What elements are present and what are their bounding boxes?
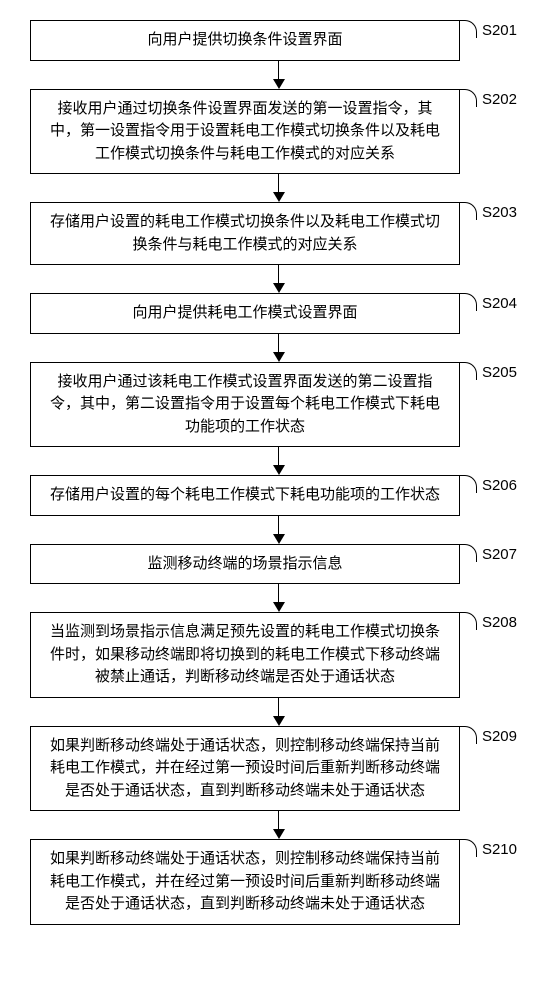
flowchart-step-box: 接收用户通过该耗电工作模式设置界面发送的第二设置指令，其中，第二设置指令用于设置… xyxy=(30,362,460,448)
flowchart-arrow xyxy=(64,447,494,475)
flowchart-step-box: 向用户提供耗电工作模式设置界面 xyxy=(30,293,460,334)
flowchart-arrow xyxy=(64,584,494,612)
arrow-head-icon xyxy=(273,283,285,293)
flowchart-step-row: 存储用户设置的耗电工作模式切换条件以及耗电工作模式切换条件与耗电工作模式的对应关… xyxy=(30,202,527,265)
flowchart-step-label: S209 xyxy=(482,728,517,745)
flowchart-step-row: 存储用户设置的每个耗电工作模式下耗电功能项的工作状态 S206 xyxy=(30,475,527,516)
flowchart-step-row: 监测移动终端的场景指示信息 S207 xyxy=(30,544,527,585)
flowchart-step-box: 存储用户设置的每个耗电工作模式下耗电功能项的工作状态 xyxy=(30,475,460,516)
arrow-head-icon xyxy=(273,829,285,839)
flowchart-arrow xyxy=(64,61,494,89)
arrow-line xyxy=(278,584,280,602)
arrow-line xyxy=(278,811,280,829)
flowchart-arrow xyxy=(64,811,494,839)
arrow-line xyxy=(278,516,280,534)
flowchart-step-label: S207 xyxy=(482,546,517,563)
arrow-line xyxy=(278,61,280,79)
label-connector xyxy=(442,544,477,562)
label-connector xyxy=(442,839,477,857)
flowchart-step-box: 接收用户通过切换条件设置界面发送的第一设置指令，其中，第一设置指令用于设置耗电工… xyxy=(30,89,460,175)
flowchart-step-row: 当监测到场景指示信息满足预先设置的耗电工作模式切换条件时，如果移动终端即将切换到… xyxy=(30,612,527,698)
flowchart-step-box: 监测移动终端的场景指示信息 xyxy=(30,544,460,585)
flowchart-step-label: S203 xyxy=(482,204,517,221)
flowchart-step-label: S205 xyxy=(482,364,517,381)
label-connector xyxy=(442,475,477,493)
arrow-line xyxy=(278,334,280,352)
arrow-line xyxy=(278,265,280,283)
arrow-head-icon xyxy=(273,602,285,612)
flowchart-step-label: S208 xyxy=(482,614,517,631)
flowchart-step-box: 如果判断移动终端处于通话状态，则控制移动终端保持当前耗电工作模式，并在经过第一预… xyxy=(30,839,460,925)
label-connector xyxy=(442,89,477,107)
flowchart-step-label: S202 xyxy=(482,91,517,108)
flowchart-step-row: 如果判断移动终端处于通话状态，则控制移动终端保持当前耗电工作模式，并在经过第一预… xyxy=(30,839,527,925)
flowchart-step-row: 向用户提供切换条件设置界面 S201 xyxy=(30,20,527,61)
flowchart-step-box: 向用户提供切换条件设置界面 xyxy=(30,20,460,61)
label-connector xyxy=(442,362,477,380)
arrow-line xyxy=(278,174,280,192)
arrow-head-icon xyxy=(273,79,285,89)
flowchart-container: 向用户提供切换条件设置界面 S201 接收用户通过切换条件设置界面发送的第一设置指令… xyxy=(30,20,527,925)
arrow-head-icon xyxy=(273,192,285,202)
flowchart-step-label: S210 xyxy=(482,841,517,858)
arrow-line xyxy=(278,698,280,716)
flowchart-arrow xyxy=(64,516,494,544)
flowchart-step-row: 接收用户通过该耗电工作模式设置界面发送的第二设置指令，其中，第二设置指令用于设置… xyxy=(30,362,527,448)
label-connector xyxy=(442,293,477,311)
label-connector xyxy=(442,202,477,220)
label-connector xyxy=(442,726,477,744)
flowchart-step-row: 接收用户通过切换条件设置界面发送的第一设置指令，其中，第一设置指令用于设置耗电工… xyxy=(30,89,527,175)
arrow-head-icon xyxy=(273,716,285,726)
label-connector xyxy=(442,20,477,38)
flowchart-arrow xyxy=(64,698,494,726)
flowchart-step-label: S204 xyxy=(482,295,517,312)
flowchart-step-label: S201 xyxy=(482,22,517,39)
arrow-line xyxy=(278,447,280,465)
arrow-head-icon xyxy=(273,352,285,362)
flowchart-arrow xyxy=(64,265,494,293)
flowchart-step-box: 如果判断移动终端处于通话状态，则控制移动终端保持当前耗电工作模式，并在经过第一预… xyxy=(30,726,460,812)
flowchart-arrow xyxy=(64,174,494,202)
flowchart-step-label: S206 xyxy=(482,477,517,494)
flowchart-arrow xyxy=(64,334,494,362)
label-connector xyxy=(442,612,477,630)
flowchart-step-row: 向用户提供耗电工作模式设置界面 S204 xyxy=(30,293,527,334)
flowchart-step-row: 如果判断移动终端处于通话状态，则控制移动终端保持当前耗电工作模式，并在经过第一预… xyxy=(30,726,527,812)
arrow-head-icon xyxy=(273,465,285,475)
flowchart-step-box: 当监测到场景指示信息满足预先设置的耗电工作模式切换条件时，如果移动终端即将切换到… xyxy=(30,612,460,698)
flowchart-step-box: 存储用户设置的耗电工作模式切换条件以及耗电工作模式切换条件与耗电工作模式的对应关… xyxy=(30,202,460,265)
arrow-head-icon xyxy=(273,534,285,544)
